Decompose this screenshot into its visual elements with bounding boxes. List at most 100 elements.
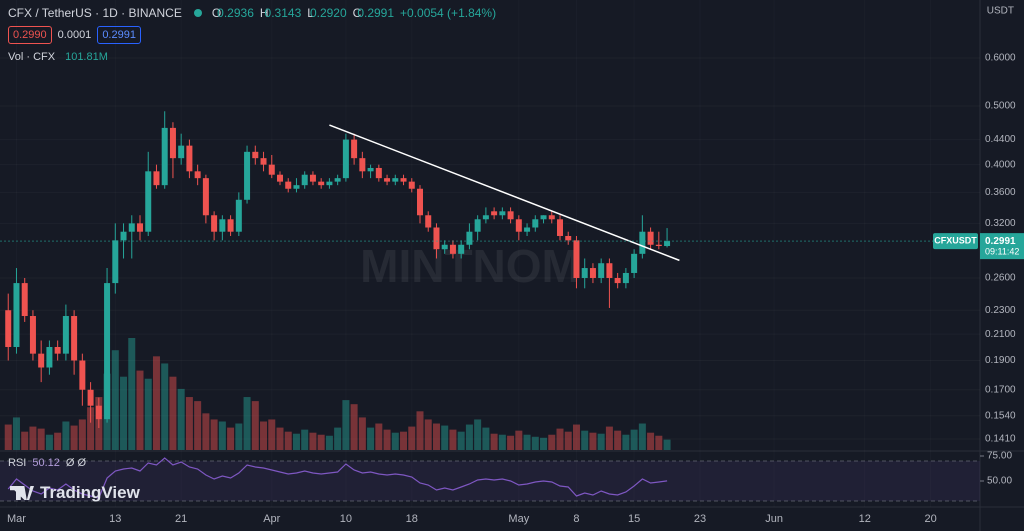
volume-bar [202, 413, 210, 450]
y-tick-label: 0.1900 [985, 355, 1016, 366]
x-tick-label: 8 [573, 513, 579, 525]
y-tick-label: 0.3600 [985, 187, 1016, 198]
volume-bar [70, 425, 78, 450]
candle-body [5, 310, 12, 347]
y-tick-label: 0.2300 [985, 305, 1016, 316]
symbol-tag [933, 233, 978, 250]
volume-bar [391, 432, 399, 450]
candle-body [227, 219, 234, 232]
candle-body [268, 164, 275, 175]
volume-bar [474, 419, 482, 450]
price-tag-text: 0.2991 [985, 236, 1016, 247]
y-tick-label: 0.5000 [985, 101, 1016, 112]
candle-body [334, 178, 341, 182]
candle-body [598, 263, 605, 278]
candle-body [161, 127, 168, 186]
volume-bar [87, 407, 95, 450]
brand-name: TradingView [40, 483, 140, 502]
x-tick-label: May [508, 513, 529, 525]
candle-body [54, 346, 61, 354]
volume-bar [120, 376, 128, 450]
volume-bar [21, 431, 29, 450]
volume-bar [251, 401, 259, 450]
volume-bar [556, 428, 564, 450]
candle-body [62, 316, 69, 354]
candle-body [137, 223, 143, 232]
candle-body [524, 227, 531, 232]
volume-bar [317, 434, 325, 450]
change: +0.0054 (+1.84%) [400, 6, 497, 20]
candle-body [186, 145, 193, 172]
candle-body [655, 244, 662, 247]
volume-bar [383, 429, 391, 450]
y-tick-label: 0.1700 [985, 384, 1016, 395]
candle-body [606, 263, 613, 278]
trendline [329, 124, 680, 262]
volume-bar [152, 356, 160, 450]
x-tick-label: Mar [7, 513, 26, 525]
y-tick-label: 0.2600 [985, 273, 1016, 284]
candle-body [104, 283, 111, 420]
volume-bar [647, 432, 655, 450]
rsi-title: RSI [8, 457, 27, 469]
bid[interactable]: 0.2990 [8, 26, 52, 44]
status-dot [193, 9, 202, 17]
candle-body [219, 219, 226, 232]
symbol-title: CFX / TetherUS · 1D · BINANCE [8, 6, 182, 20]
x-tick-label: 15 [628, 513, 640, 525]
volume-bar [301, 429, 309, 450]
volume-bar [309, 432, 317, 450]
volume-bar [218, 421, 226, 450]
rsi-settings: Ø Ø [65, 457, 87, 469]
volume-bar [540, 437, 548, 450]
volume-bar [260, 421, 268, 450]
volume-bar [375, 423, 383, 450]
candle-body [71, 316, 78, 361]
x-tick-label: 13 [109, 513, 121, 525]
candle-body [29, 316, 36, 354]
volume-bar [342, 400, 350, 450]
ohlc-key: H [259, 6, 269, 20]
candle-body [458, 244, 465, 254]
candle-body [441, 244, 448, 250]
rsi-line [7, 457, 668, 499]
volume-bar [292, 433, 300, 450]
volume-bar [136, 370, 144, 450]
rsi-tick-label: 75.00 [987, 451, 1012, 462]
volume-bar [614, 430, 622, 450]
volume-bar [78, 419, 86, 450]
candle-body [392, 178, 399, 182]
candle-body [631, 253, 638, 273]
y-tick-label: 0.1540 [985, 410, 1016, 421]
ohlc-key: O [211, 6, 222, 20]
price-tag [980, 233, 1024, 260]
volume-bar [210, 419, 218, 450]
volume-bar [144, 378, 152, 450]
candle-body [647, 231, 654, 245]
volume-bar [432, 423, 440, 450]
ohlc-item: H0.3143 [260, 6, 301, 20]
volume-bar [605, 426, 613, 450]
volume-bar [45, 434, 53, 450]
candle-body [375, 167, 382, 179]
volume-bar [358, 417, 366, 450]
volume-bar [12, 417, 20, 450]
volume-bar [325, 435, 333, 450]
candle-body [507, 211, 514, 220]
volume-bar [465, 424, 473, 450]
ask[interactable]: 0.2991 [97, 26, 141, 44]
volume-bar [4, 424, 12, 450]
candle-body [153, 171, 160, 186]
candle-body [589, 268, 596, 278]
ohlc-item: C0.2991 [353, 6, 394, 20]
volume-bar [655, 435, 663, 450]
y-tick-label: 0.1410 [985, 434, 1016, 445]
candle-body [417, 188, 423, 216]
volume-bar [227, 427, 235, 450]
rsi-value: 50.12 [32, 457, 60, 469]
candle-body [342, 139, 349, 179]
y-tick-label: 0.3200 [985, 218, 1016, 229]
volume-bar [482, 427, 490, 450]
candle-body [425, 215, 432, 228]
